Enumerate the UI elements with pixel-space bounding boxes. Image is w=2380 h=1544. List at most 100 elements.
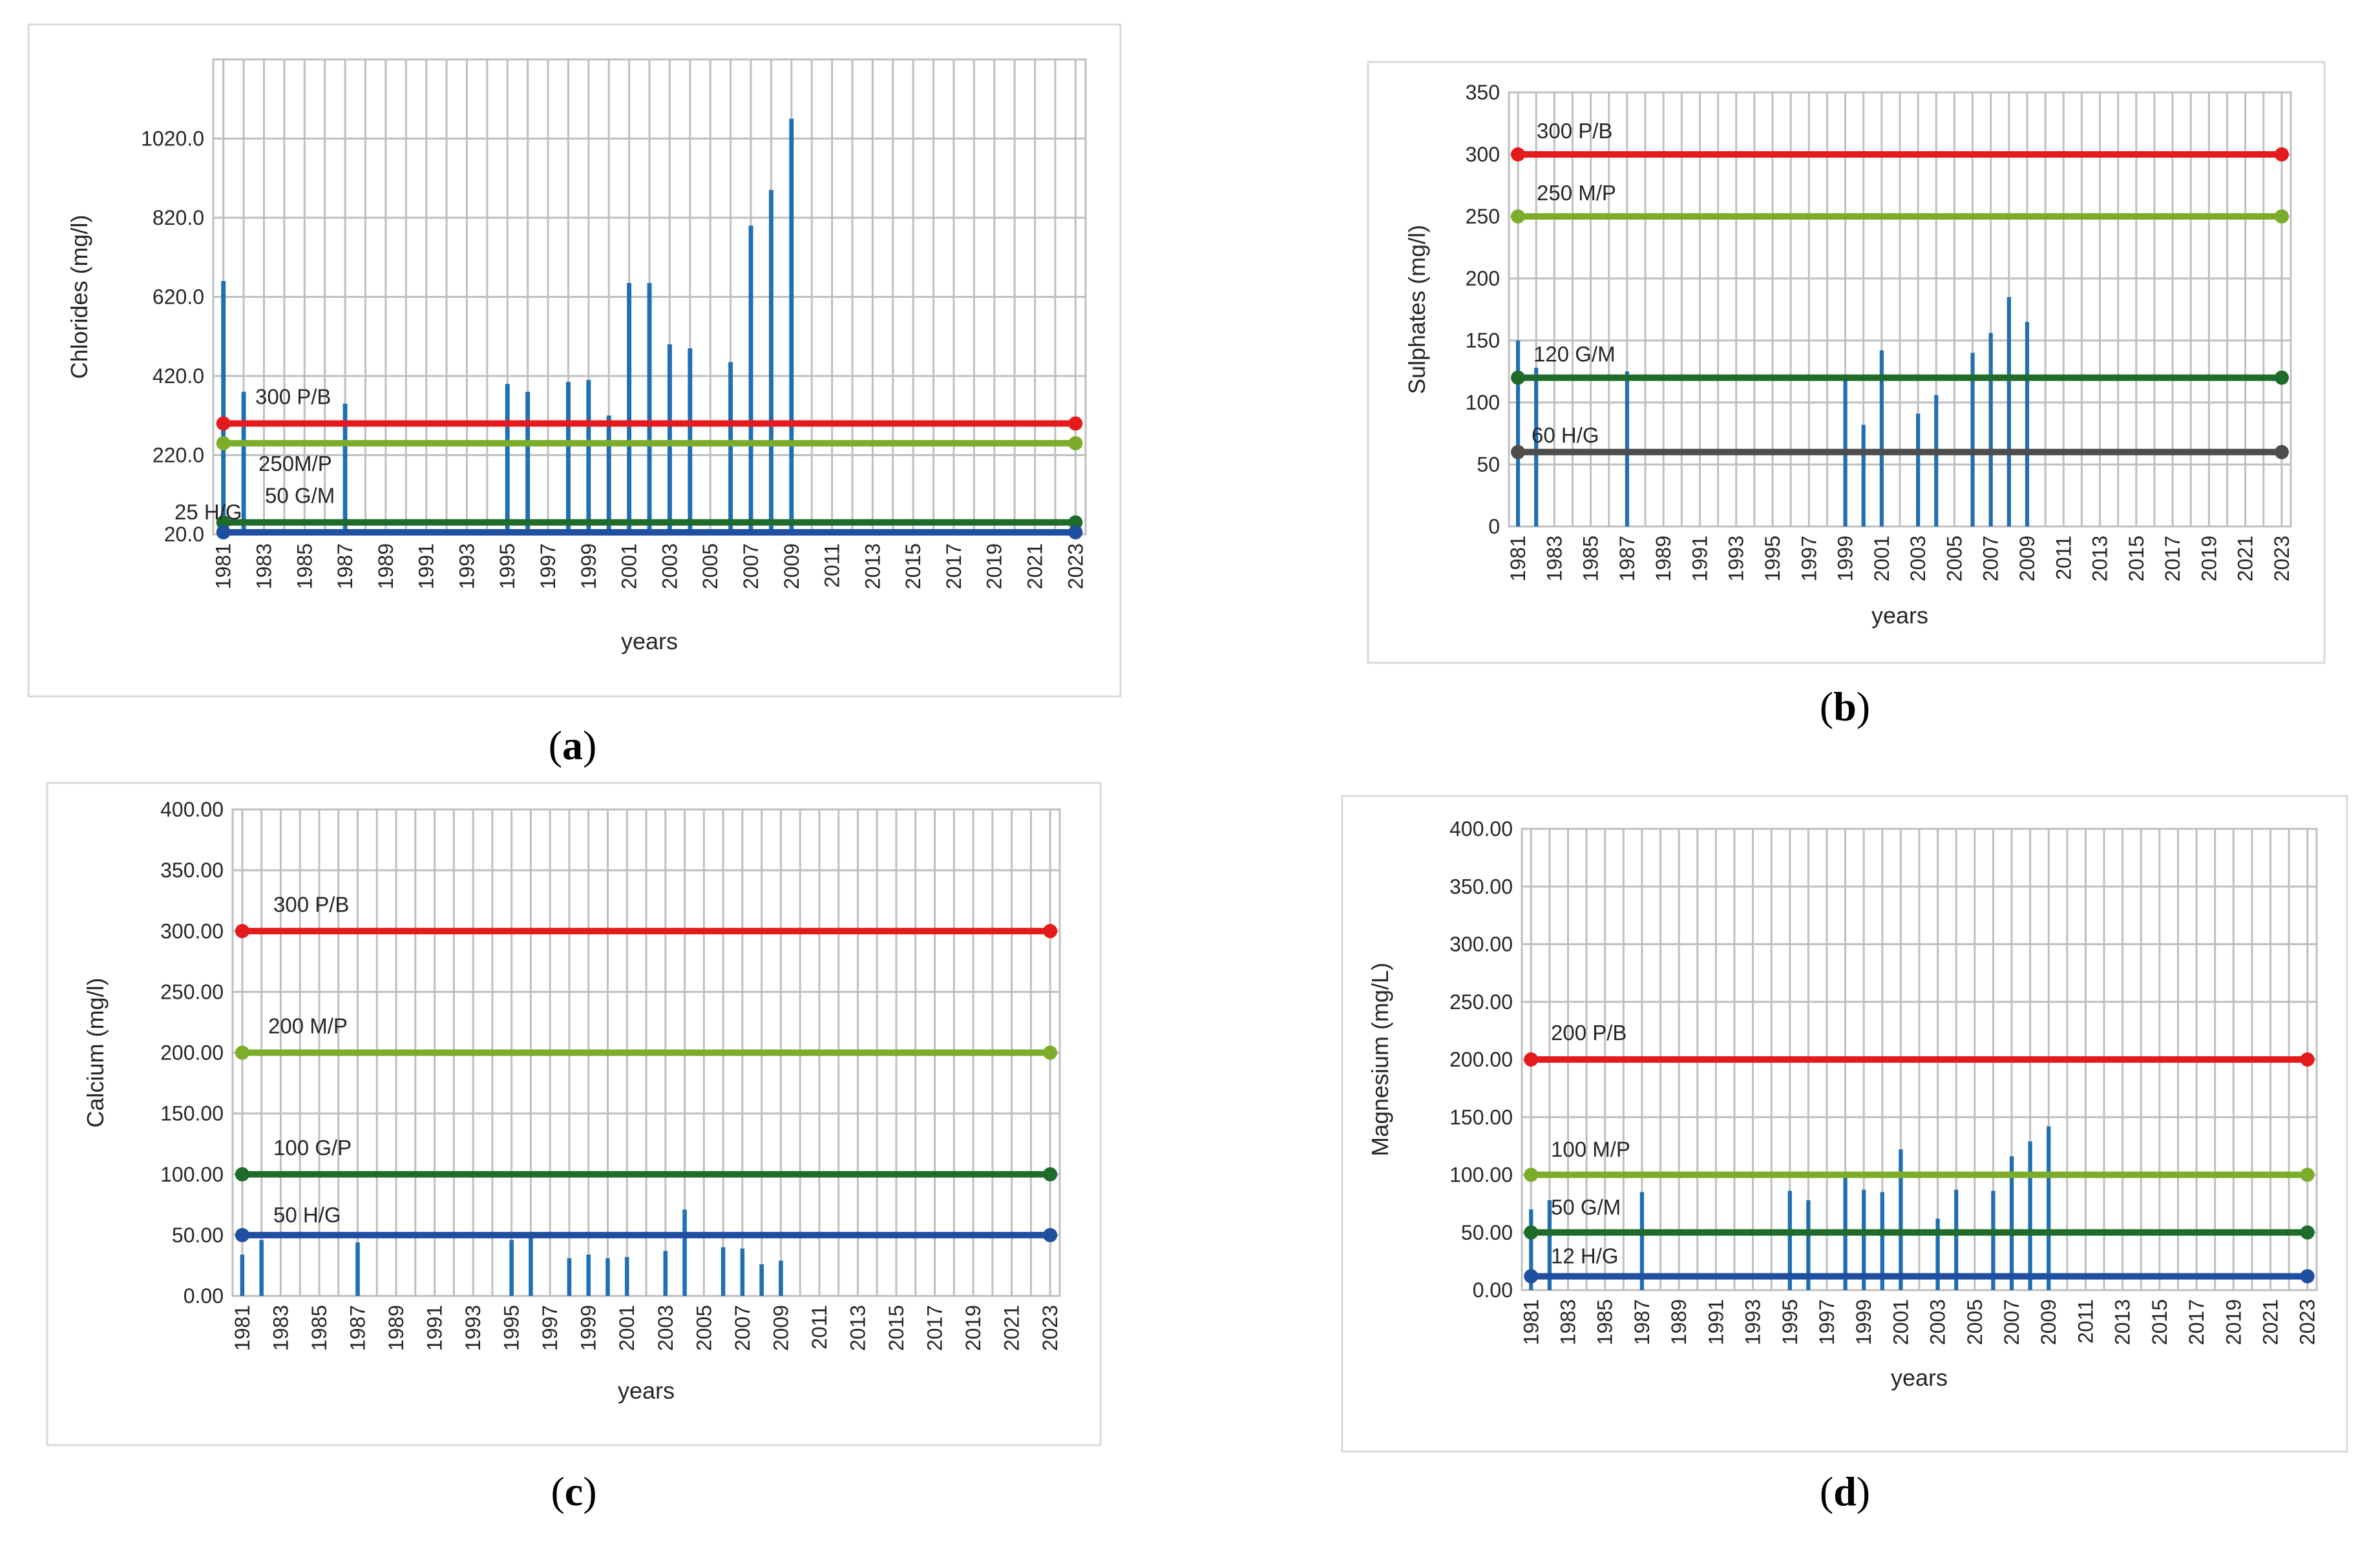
bar-2006 — [728, 362, 733, 534]
bar-1987 — [342, 403, 348, 534]
x-tick-label: 1999 — [1834, 536, 1857, 581]
x-tick-label: 1989 — [374, 543, 397, 589]
x-tick-label: 2015 — [901, 543, 925, 589]
y-tick-label: 250.00 — [160, 980, 224, 1003]
threshold-marker — [235, 1045, 249, 1060]
x-tick-label: 1993 — [455, 543, 478, 589]
x-tick-label: 2001 — [618, 543, 641, 589]
plot-area — [231, 808, 1061, 1297]
threshold-marker — [216, 525, 231, 539]
x-tick-label: 1995 — [496, 543, 519, 589]
bar-1981 — [221, 281, 226, 534]
x-tick-label: 2015 — [2125, 536, 2148, 581]
x-tick-label: 1997 — [538, 1305, 562, 1351]
bar-2001 — [1879, 350, 1884, 527]
y-tick-label: 300 — [1466, 143, 1500, 166]
threshold-label: 120 G/M — [1533, 342, 1616, 366]
bar-1995 — [1787, 1191, 1792, 1290]
y-tick-label: 0.00 — [1473, 1278, 1513, 1302]
x-tick-label: 2013 — [846, 1305, 869, 1351]
threshold-label: 50 G/M — [265, 484, 335, 508]
y-axis-title: Sulphates (mg/l) — [1404, 225, 1430, 394]
x-tick-label: 2005 — [699, 543, 722, 589]
x-tick-label: 1983 — [1557, 1299, 1580, 1345]
bar-2004 — [1934, 395, 1939, 527]
x-tick-label: 1985 — [293, 543, 316, 589]
x-tick-label: 2017 — [942, 543, 965, 589]
x-tick-label: 2007 — [731, 1305, 754, 1351]
threshold-label: 250 M/P — [1537, 181, 1616, 205]
bar-1982 — [1534, 368, 1539, 527]
y-tick-label: 620.0 — [153, 286, 204, 309]
bar-2001 — [627, 283, 632, 534]
x-tick-label: 2019 — [2197, 536, 2220, 581]
x-tick-label: 2003 — [654, 1305, 677, 1351]
threshold-marker — [1068, 436, 1083, 451]
panel-caption: (b) — [1820, 683, 1870, 729]
chart-panel-d: 0.00 50.00 100.00 150.00 200.00 250.00 300.00 3… — [1341, 795, 2348, 1514]
x-tick-label: 2019 — [962, 1305, 985, 1351]
threshold-marker — [2300, 1225, 2315, 1240]
x-tick-label: 1985 — [308, 1305, 331, 1351]
y-tick-label: 820.0 — [153, 206, 204, 229]
threshold-label: 100 G/P — [273, 1136, 352, 1160]
bar-2008 — [2028, 1141, 2032, 1290]
threshold-marker — [2300, 1269, 2315, 1284]
threshold-label: 100 M/P — [1551, 1138, 1630, 1162]
x-tick-label: 2015 — [885, 1305, 908, 1351]
threshold-marker — [2274, 147, 2289, 162]
y-tick-label: 200.00 — [160, 1041, 224, 1065]
threshold-marker — [1043, 1045, 1058, 1060]
x-tick-label: 2019 — [983, 543, 1006, 589]
plot-area — [1508, 91, 2292, 528]
threshold-marker — [216, 436, 231, 451]
x-tick-label: 1999 — [577, 543, 600, 589]
bar-2004 — [682, 1209, 687, 1296]
threshold-label: 60 H/G — [1532, 423, 1599, 447]
bar-1982 — [259, 1240, 264, 1296]
y-axis-title: Calcium (mg/l) — [82, 977, 109, 1127]
x-tick-label: 2003 — [1926, 1299, 1950, 1345]
x-tick-label: 2007 — [739, 543, 763, 589]
bar-1998 — [565, 382, 571, 534]
threshold-marker — [2274, 370, 2289, 385]
x-tick-label: 1997 — [1797, 536, 1820, 581]
threshold-marker — [2274, 444, 2289, 459]
bar-1995 — [505, 384, 510, 534]
x-tick-label: 2003 — [658, 543, 681, 589]
bar-2002 — [647, 283, 652, 534]
x-tick-label: 1995 — [1778, 1299, 1802, 1345]
y-tick-label: 100.00 — [160, 1163, 224, 1186]
threshold-marker — [1511, 444, 1526, 459]
threshold-marker — [235, 1227, 249, 1242]
threshold-label: 200 P/B — [1551, 1021, 1627, 1045]
x-tick-label: 1985 — [1594, 1299, 1617, 1345]
x-tick-label: 1987 — [1616, 536, 1639, 581]
x-tick-label: 2017 — [923, 1305, 947, 1351]
bar-2008 — [759, 1264, 764, 1296]
threshold-marker — [1524, 1225, 1539, 1240]
bar-2000 — [1861, 424, 1866, 527]
x-tick-label: 2021 — [1000, 1305, 1024, 1351]
x-tick-label: 1983 — [252, 543, 275, 589]
x-tick-label: 2001 — [1870, 536, 1893, 581]
bar-2003 — [667, 344, 672, 534]
bar-2003 — [1935, 1218, 1940, 1290]
bar-1999 — [1862, 1189, 1866, 1290]
x-tick-label: 2009 — [769, 1305, 792, 1351]
chart-panel-a: 20.0 220.0 420.0 620.0 820.0 1020.0 1981 1983 19… — [27, 23, 1122, 768]
y-tick-label: 200.00 — [1449, 1048, 1513, 1071]
threshold-marker — [1043, 924, 1058, 939]
threshold-label: 300 P/B — [1537, 119, 1612, 143]
x-tick-label: 1991 — [1704, 1299, 1727, 1345]
y-tick-label: 150.00 — [1449, 1105, 1513, 1129]
threshold-label: 50 G/M — [1551, 1195, 1621, 1219]
threshold-marker — [235, 1167, 249, 1182]
x-tick-label: 2013 — [861, 543, 884, 589]
x-tick-label: 2023 — [1038, 1305, 1062, 1351]
bar-1996 — [529, 1237, 533, 1296]
x-tick-label: 2021 — [2234, 536, 2257, 581]
threshold-marker — [2274, 209, 2289, 224]
threshold-marker — [1524, 1269, 1539, 1284]
threshold-marker — [1511, 370, 1526, 385]
